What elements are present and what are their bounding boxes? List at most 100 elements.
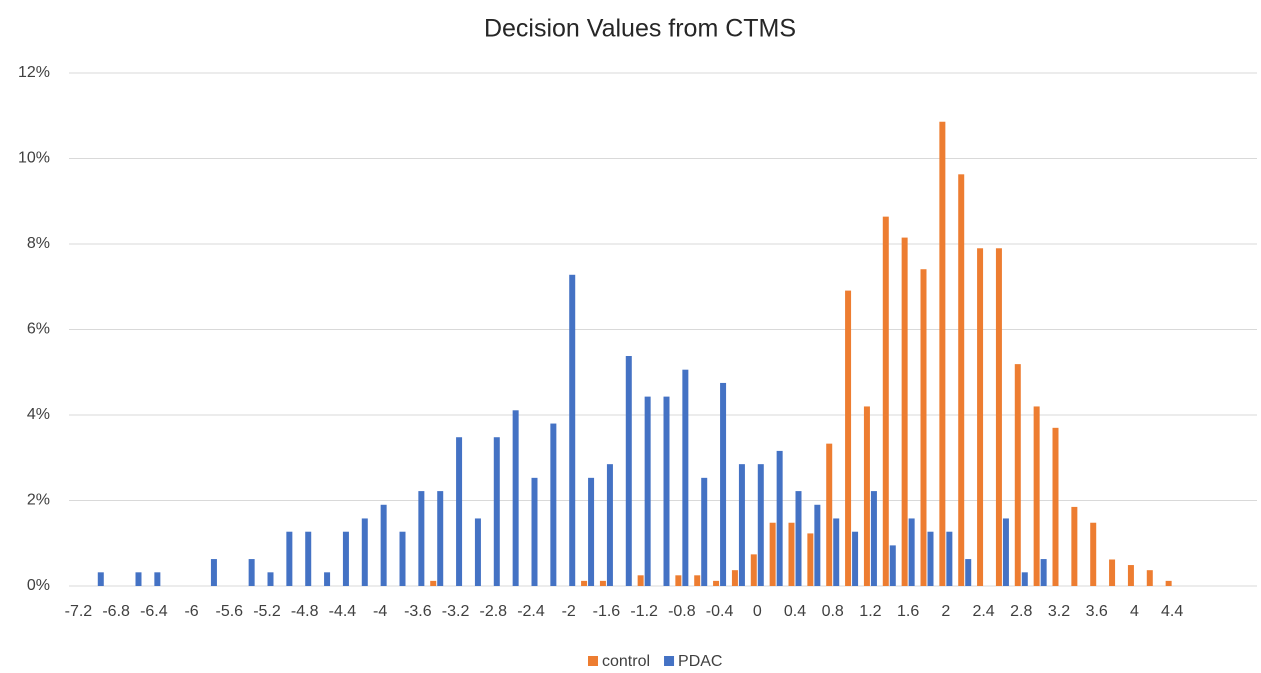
legend-label: control <box>602 653 650 670</box>
x-tick-label: -5.6 <box>215 603 243 620</box>
x-tick-label: 4 <box>1130 603 1139 620</box>
x-tick-label: 2.4 <box>972 603 994 620</box>
bar <box>694 575 701 586</box>
x-tick-label: -1.2 <box>630 603 658 620</box>
bar <box>826 443 833 586</box>
bar <box>958 174 965 586</box>
x-tick-label: 2 <box>941 603 950 620</box>
bar <box>305 531 312 586</box>
bar <box>625 356 632 586</box>
bar <box>776 450 783 586</box>
x-tick-label: -4 <box>373 603 387 620</box>
x-tick-label: 2.8 <box>1010 603 1032 620</box>
legend-swatch <box>588 656 598 666</box>
bar <box>1052 427 1059 586</box>
bar <box>588 477 595 586</box>
legend-label: PDAC <box>678 653 722 670</box>
bar <box>1002 518 1009 586</box>
bar <box>399 531 406 586</box>
bar <box>946 531 953 586</box>
bar <box>845 290 852 586</box>
y-tick-label: 12% <box>18 64 50 81</box>
bar <box>920 269 927 586</box>
bar <box>908 518 915 586</box>
bar <box>531 477 538 586</box>
x-tick-label: 1.2 <box>859 603 881 620</box>
bar <box>1014 364 1021 586</box>
x-tick-label: -2 <box>562 603 576 620</box>
bar <box>1109 559 1116 586</box>
bar <box>1071 506 1078 586</box>
y-tick-label: 8% <box>27 235 50 252</box>
bar <box>882 216 889 586</box>
x-tick-label: 3.2 <box>1048 603 1070 620</box>
bar <box>939 121 946 587</box>
bar <box>210 559 217 586</box>
bar <box>757 464 764 586</box>
bar <box>720 382 727 586</box>
x-tick-label: -1.6 <box>593 603 621 620</box>
x-tick-label: -4.4 <box>329 603 357 620</box>
bar <box>833 518 840 586</box>
bar <box>97 572 104 586</box>
bar <box>788 522 795 586</box>
bar <box>154 572 161 586</box>
bar <box>1127 565 1134 586</box>
bar <box>738 464 745 586</box>
bar <box>456 437 463 586</box>
bar <box>675 575 682 586</box>
bar <box>437 491 444 586</box>
bar <box>1146 570 1153 586</box>
chart-title: Decision Values from CTMS <box>484 15 796 43</box>
x-tick-label: -6 <box>184 603 198 620</box>
bar <box>870 491 877 586</box>
bar <box>324 572 331 586</box>
x-tick-label: -6.8 <box>102 603 130 620</box>
x-tick-label: 0.8 <box>822 603 844 620</box>
x-tick-label: -3.6 <box>404 603 432 620</box>
bar <box>512 410 519 586</box>
bar <box>663 396 670 586</box>
x-tick-label: -0.4 <box>706 603 734 620</box>
bar <box>361 518 368 586</box>
x-tick-label: -2.4 <box>517 603 545 620</box>
bar <box>965 559 972 586</box>
x-tick-label: 0 <box>753 603 762 620</box>
bar <box>286 531 293 586</box>
bar <box>852 531 859 586</box>
bar <box>569 274 576 586</box>
y-tick-label: 4% <box>27 406 50 423</box>
bar <box>1033 406 1040 586</box>
y-tick-label: 0% <box>27 577 50 594</box>
bar <box>637 575 644 586</box>
bar <box>682 369 689 586</box>
bar <box>713 580 720 586</box>
bar <box>1090 522 1097 586</box>
x-tick-label: -7.2 <box>65 603 93 620</box>
legend-swatch <box>664 656 675 666</box>
x-tick-label: -4.8 <box>291 603 319 620</box>
bar <box>1021 572 1028 586</box>
x-tick-label: -6.4 <box>140 603 168 620</box>
x-tick-label: 0.4 <box>784 603 806 620</box>
bar <box>807 533 814 586</box>
x-tick-label: -0.8 <box>668 603 696 620</box>
bar <box>342 531 349 586</box>
bar <box>1165 580 1172 586</box>
x-tick-label: -5.2 <box>253 603 281 620</box>
bar <box>430 580 437 586</box>
bar <box>581 580 588 586</box>
y-tick-label: 2% <box>27 492 50 509</box>
bar <box>550 423 557 586</box>
bar <box>606 464 613 586</box>
bar <box>814 504 821 586</box>
bar <box>927 531 934 586</box>
bar <box>769 522 776 586</box>
bar <box>474 518 481 586</box>
bar <box>731 570 738 586</box>
bar <box>889 545 896 586</box>
x-tick-label: 4.4 <box>1161 603 1183 620</box>
bar <box>380 504 387 586</box>
bar <box>599 580 606 586</box>
